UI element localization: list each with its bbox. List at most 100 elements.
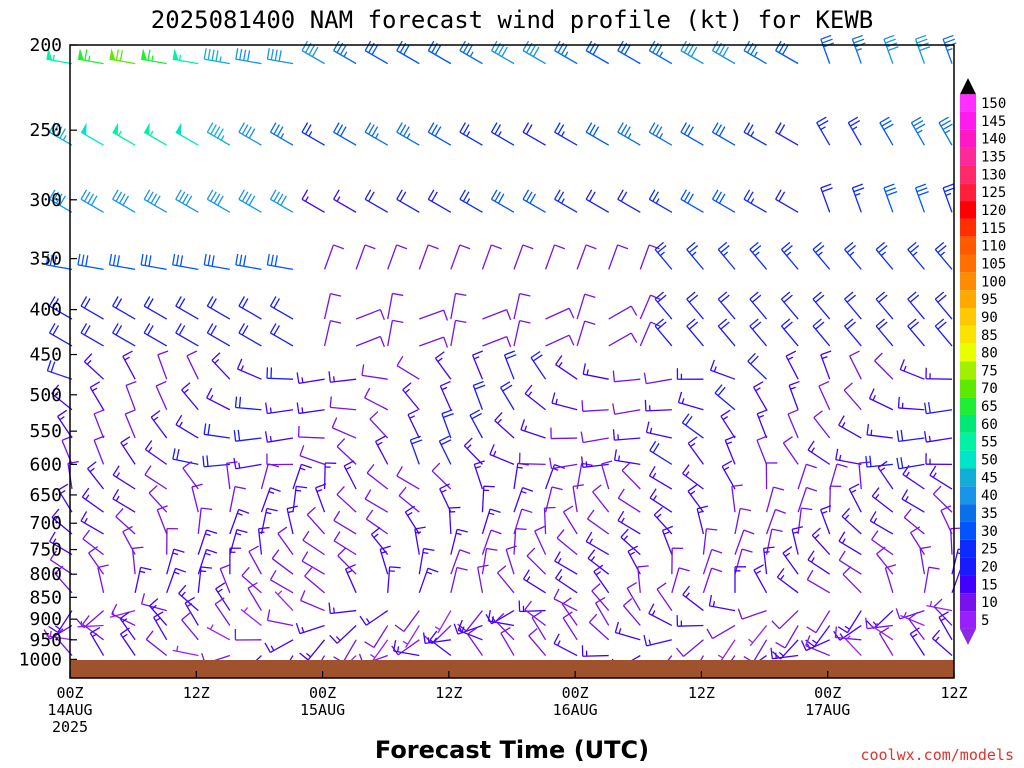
wind-barb <box>54 565 73 594</box>
wind-barb <box>157 350 169 380</box>
colorbar-tick-label: 30 <box>981 524 998 540</box>
wind-barb <box>286 505 298 535</box>
wind-barb <box>914 34 931 64</box>
wind-barb <box>835 448 862 466</box>
x-tick-label: 00Z <box>309 684 336 702</box>
wind-barb <box>896 429 925 443</box>
wind-barb <box>820 505 832 535</box>
wind-barb <box>654 318 673 347</box>
wind-barb <box>269 323 294 347</box>
wind-barb <box>51 384 73 411</box>
wind-barb <box>643 634 673 647</box>
colorbar-swatch <box>960 539 976 558</box>
wind-barb <box>80 511 104 535</box>
wind-barb <box>554 189 578 213</box>
wind-barb <box>396 355 420 380</box>
wind-barb <box>711 40 736 65</box>
wind-barb <box>874 352 894 380</box>
wind-barb <box>366 463 389 490</box>
wind-barb <box>869 511 894 535</box>
wind-barb <box>150 410 168 439</box>
wind-barb <box>418 244 439 270</box>
wind-barb <box>513 462 529 490</box>
wind-barb <box>883 34 899 64</box>
wind-barb <box>849 350 862 380</box>
wind-barb <box>257 526 270 555</box>
wind-barb <box>643 372 672 385</box>
wind-barb <box>851 34 866 64</box>
wind-barb <box>585 189 610 213</box>
wind-barb <box>788 380 800 410</box>
wind-barb <box>490 122 515 146</box>
wind-barb <box>393 640 420 657</box>
wind-barb <box>585 40 610 65</box>
wind-barb <box>495 613 515 641</box>
wind-barb <box>848 483 862 513</box>
wind-barb <box>843 382 862 411</box>
x-tick-label: 12Z <box>940 684 967 702</box>
wind-barb <box>782 436 799 465</box>
colorbar-swatch <box>960 129 976 148</box>
wind-barb <box>234 396 262 411</box>
colorbar-swatch <box>960 201 976 219</box>
wind-barb <box>419 336 449 348</box>
wind-barb <box>524 600 546 626</box>
wind-barb <box>576 293 596 320</box>
colorbar-tick-label: 55 <box>981 435 998 451</box>
wind-barb <box>934 318 953 347</box>
wind-barb <box>551 392 578 411</box>
wind-barb <box>639 294 661 320</box>
wind-barb <box>780 241 799 270</box>
wind-barb <box>702 528 718 555</box>
wind-barb <box>608 244 629 270</box>
wind-barb <box>505 545 517 575</box>
wind-barb <box>266 453 294 466</box>
wind-barb <box>645 421 672 439</box>
wind-barb <box>899 359 925 380</box>
wind-barb <box>181 612 199 641</box>
wind-barb <box>134 566 152 593</box>
wind-barb <box>387 566 401 593</box>
wind-barb <box>274 590 294 612</box>
wind-barb <box>266 253 294 271</box>
wind-barb <box>907 318 925 347</box>
wind-barb <box>131 546 144 575</box>
wind-barb <box>513 293 531 320</box>
wind-barb <box>175 323 199 347</box>
wind-barb <box>531 611 547 641</box>
wind-barb <box>682 464 704 490</box>
wind-barb <box>608 332 638 347</box>
wind-barb <box>595 596 610 626</box>
colorbar-swatch <box>960 254 976 273</box>
wind-barb <box>877 460 894 490</box>
wind-barb <box>500 626 515 656</box>
wind-barb <box>89 626 105 656</box>
wind-barb <box>481 508 501 535</box>
wind-barb <box>119 611 136 641</box>
wind-barb <box>323 244 345 270</box>
wind-barb <box>753 381 768 411</box>
wind-barb <box>711 122 736 146</box>
wind-barb <box>48 189 73 213</box>
wind-barb <box>323 293 342 320</box>
terrain-strip <box>70 660 954 678</box>
wind-barb <box>933 598 953 626</box>
wind-barb <box>108 253 136 271</box>
wind-barb <box>676 368 704 380</box>
wind-barb <box>812 318 831 347</box>
wind-barb <box>427 189 452 213</box>
colorbar-top-arrow <box>960 78 976 95</box>
wind-barb <box>329 624 357 644</box>
wind-barb <box>329 396 357 411</box>
wind-barb <box>617 488 641 513</box>
wind-barb <box>875 291 894 320</box>
wind-barb <box>775 625 799 649</box>
wind-barb <box>545 334 575 347</box>
wind-barb <box>775 122 799 146</box>
wind-barb <box>909 627 925 656</box>
wind-barb <box>680 40 704 65</box>
wind-barb <box>648 603 673 627</box>
